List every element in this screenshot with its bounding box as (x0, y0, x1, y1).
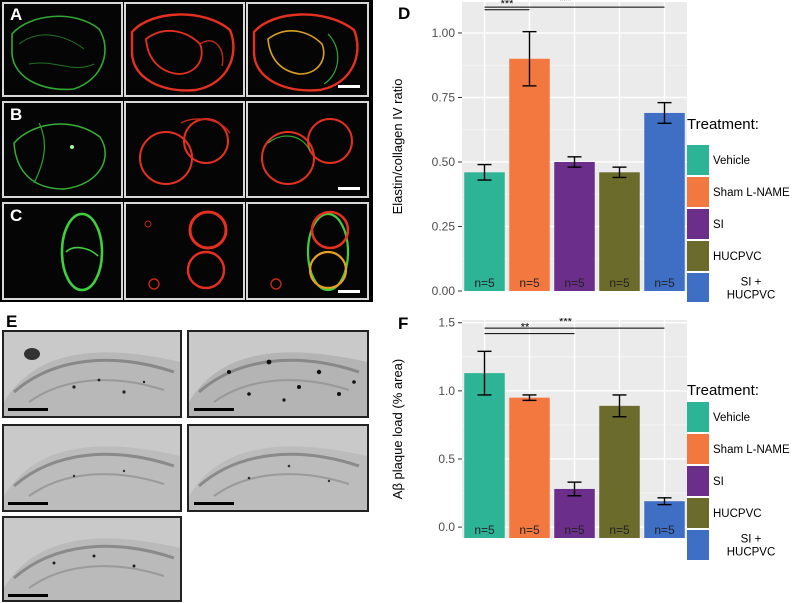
legend-key (687, 177, 709, 207)
significance-label: *** (501, 0, 515, 10)
scale-bar-e4 (194, 502, 234, 505)
significance-label: *** (559, 318, 573, 328)
scale-bar-c (338, 290, 360, 293)
y-tick-label: 0.00 (432, 284, 456, 298)
bar-n-label: n=5 (564, 523, 585, 537)
bar (464, 373, 505, 538)
legend-label: SI (713, 476, 724, 488)
legend-label: HUCPVC (727, 547, 776, 559)
legend-label: SI + (741, 277, 762, 289)
bar-n-label: n=5 (609, 276, 630, 290)
panel-label-f: F (398, 314, 409, 333)
bar-n-label: n=5 (474, 276, 495, 290)
y-axis-label: Elastin/collagen IV ratio (390, 79, 405, 215)
panel-label-a: A (10, 5, 23, 24)
bar (599, 172, 640, 291)
bar-n-label: n=5 (519, 523, 540, 537)
micrograph-b-collagen (124, 101, 245, 198)
panel-label-b: B (10, 105, 23, 124)
micrograph-a-merge (246, 2, 369, 97)
legend-label: HUCPVC (713, 508, 762, 520)
legend-label: HUCPVC (727, 290, 776, 302)
y-axis-label: Aβ plaque load (% area) (390, 359, 405, 499)
chart-d-elastin-collagen: 0.00 0.25 0.50 0.75 1.00 n=5 n=5 n=5 n=5 n=5 *** **… (390, 0, 790, 302)
micrograph-c-collagen (124, 202, 245, 300)
panel-label-c: C (10, 206, 23, 225)
bar (464, 172, 505, 291)
legend-label: HUCPVC (713, 251, 762, 263)
bar-n-label: n=5 (564, 276, 585, 290)
micrograph-a-collagen (124, 2, 245, 97)
legend-key (687, 498, 709, 528)
legend-label: SI + (741, 534, 762, 546)
legend-key (687, 530, 709, 560)
y-tick-label: 1.5 (438, 318, 455, 330)
bar-n-label: n=5 (654, 276, 675, 290)
bar-n-label: n=5 (609, 523, 630, 537)
y-tick-label: 1.0 (438, 384, 455, 398)
legend-key (687, 402, 709, 432)
legend-title: Treatment: (687, 116, 759, 133)
micrograph-b-elastin (2, 101, 123, 198)
legend-title: Treatment: (687, 382, 759, 399)
y-tick-label: 0.25 (432, 219, 456, 233)
bar (644, 501, 685, 538)
hippocampus-section-5 (2, 516, 182, 602)
bar (509, 58, 550, 292)
y-tick-label: 1.00 (432, 26, 456, 40)
hippocampus-section-2 (187, 330, 369, 418)
bar (554, 161, 595, 291)
scale-bar-a (338, 85, 360, 88)
scale-bar-e1 (8, 408, 48, 411)
hippocampus-section-1 (2, 330, 182, 418)
micrograph-c-merge (246, 202, 369, 300)
legend-key (687, 434, 709, 464)
y-tick-label: 0.75 (432, 90, 456, 104)
scale-bar-b (338, 187, 360, 190)
panel-label-e: E (6, 312, 18, 331)
legend-label: Sham L-NAME (713, 187, 790, 199)
hippocampus-section-3 (2, 424, 182, 512)
bar (644, 112, 685, 292)
bar-n-label: n=5 (474, 523, 495, 537)
micrograph-a-elastin (2, 2, 123, 97)
chart-f-abeta-plaque: 0.00.51.01.5n=5 n=5 n=5 n=5 n=5** ***Aβ plaqu… (390, 318, 790, 560)
y-tick-label: 0.50 (432, 155, 456, 169)
legend-label: SI (713, 219, 724, 231)
micrograph-b-merge (246, 101, 369, 198)
scale-bar-e3 (8, 502, 48, 505)
legend-label: Vehicle (713, 412, 750, 424)
bar (509, 397, 550, 538)
y-tick-label: 0.0 (438, 520, 455, 534)
significance-label: ** (521, 322, 530, 334)
legend-label: Vehicle (713, 155, 750, 167)
micrograph-c-elastin (2, 202, 123, 300)
legend-key (687, 241, 709, 271)
bar (599, 405, 640, 538)
legend-key (687, 273, 709, 302)
legend-key (687, 466, 709, 496)
y-tick-label: 0.5 (438, 452, 455, 466)
legend-label: Sham L-NAME (713, 444, 790, 456)
scale-bar-e5 (8, 594, 48, 597)
legend-key (687, 209, 709, 239)
bar-n-label: n=5 (654, 523, 675, 537)
bar (554, 488, 595, 538)
hippocampus-section-4 (187, 424, 369, 512)
scale-bar-e2 (194, 408, 234, 411)
significance-label: *** (559, 0, 573, 7)
bar-n-label: n=5 (519, 276, 540, 290)
legend-key (687, 145, 709, 175)
panel-label-d: D (398, 4, 411, 23)
